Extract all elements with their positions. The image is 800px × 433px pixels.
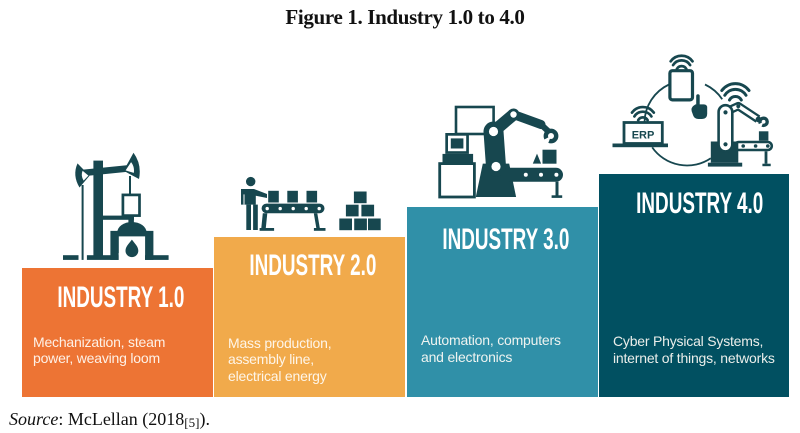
svg-text:ERP: ERP bbox=[632, 130, 655, 142]
